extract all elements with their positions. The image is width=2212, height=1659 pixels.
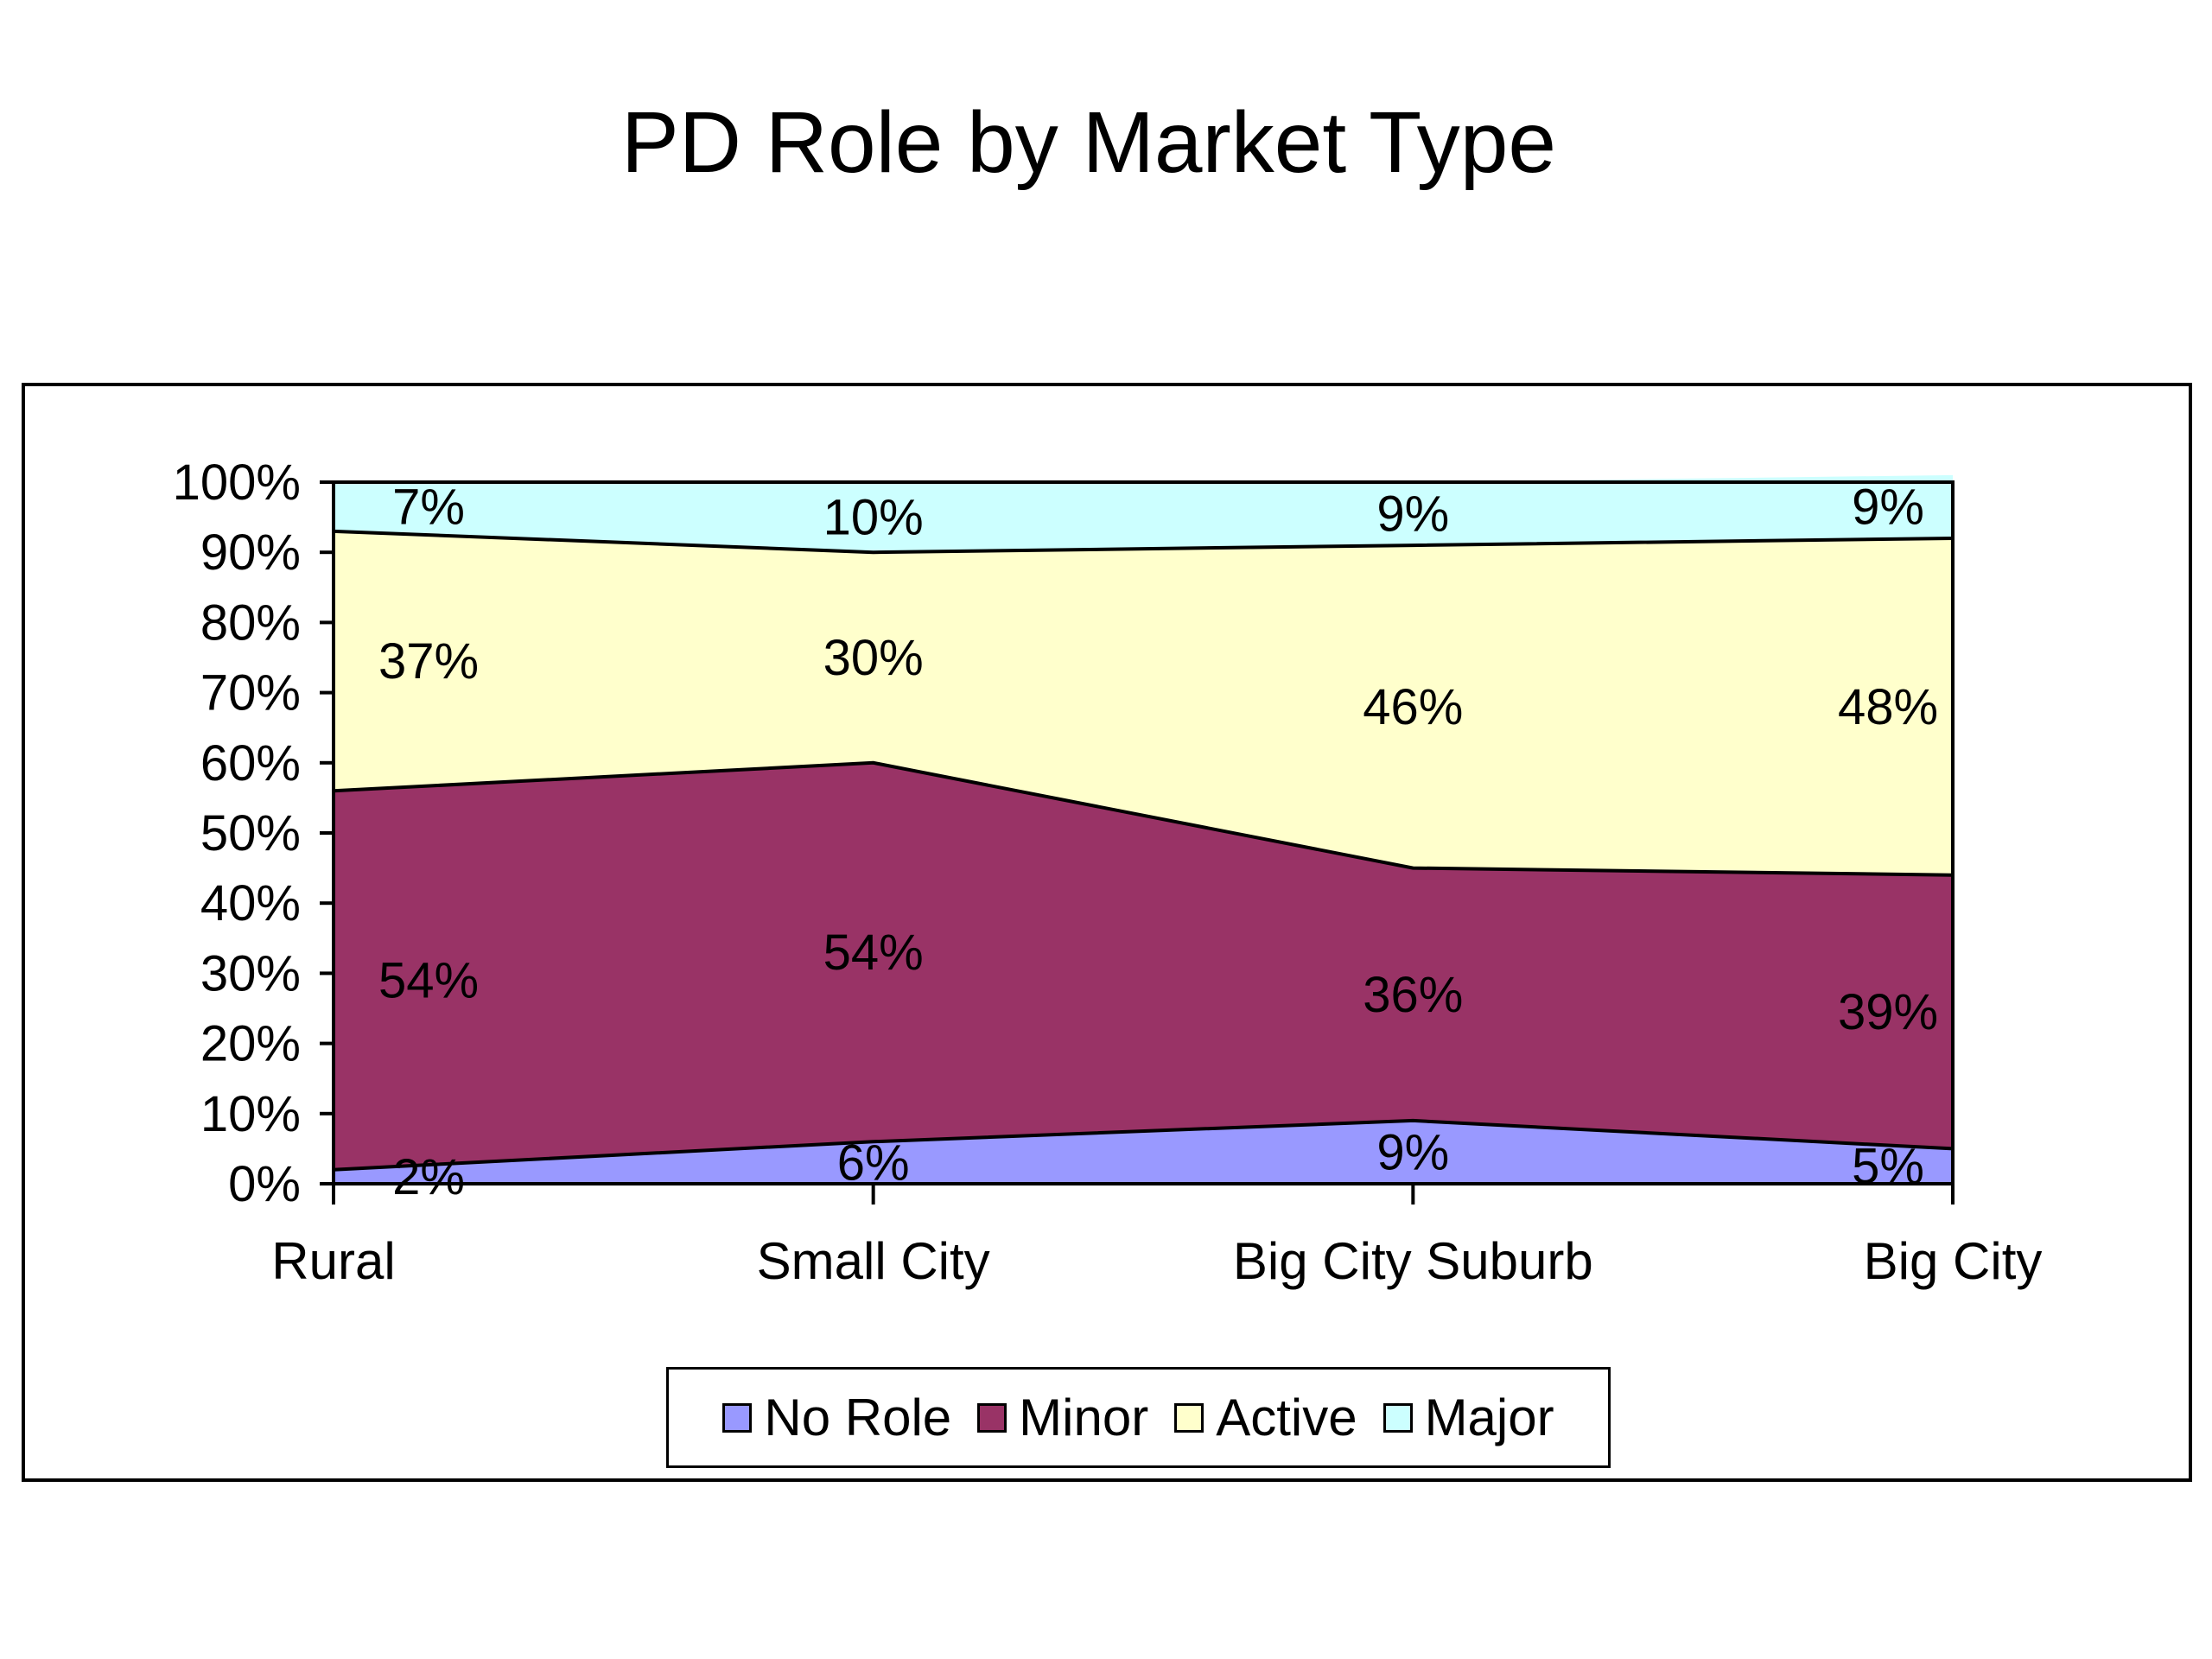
series-boundary-line bbox=[333, 760, 1954, 877]
data-label: 37% bbox=[378, 633, 479, 690]
y-tick-label: 70% bbox=[200, 665, 301, 721]
y-tick-label: 60% bbox=[200, 735, 301, 791]
y-tick-label: 20% bbox=[200, 1016, 301, 1072]
x-tick-label: Rural bbox=[271, 1232, 395, 1290]
data-label: 46% bbox=[1363, 679, 1463, 735]
y-tick-label: 0% bbox=[228, 1156, 301, 1212]
data-label: 36% bbox=[1363, 967, 1463, 1023]
legend-item: Major bbox=[1382, 1388, 1554, 1447]
data-label: 9% bbox=[1376, 486, 1449, 543]
area-no-role bbox=[334, 1120, 1953, 1184]
data-label: 7% bbox=[392, 479, 465, 535]
legend-label: Active bbox=[1216, 1389, 1357, 1446]
y-tick-label: 80% bbox=[200, 594, 301, 651]
data-label: 30% bbox=[823, 630, 924, 686]
y-tick-label: 40% bbox=[200, 875, 301, 931]
y-tick-label: 30% bbox=[200, 945, 301, 1001]
legend-item: Minor bbox=[977, 1388, 1148, 1447]
legend-item: Active bbox=[1174, 1388, 1357, 1447]
legend-item: No Role bbox=[722, 1388, 951, 1447]
data-label: 10% bbox=[823, 490, 924, 546]
data-label: 9% bbox=[1376, 1124, 1449, 1180]
data-label: 39% bbox=[1838, 984, 1938, 1040]
x-tick-label: Big City Suburb bbox=[1233, 1232, 1593, 1290]
legend-swatch bbox=[722, 1402, 753, 1433]
area-minor bbox=[334, 762, 1953, 1170]
data-label: 2% bbox=[392, 1149, 465, 1205]
data-label: 48% bbox=[1838, 679, 1938, 735]
y-tick-label: 90% bbox=[200, 524, 301, 581]
chart-title: PD Role by Market Type bbox=[621, 94, 1556, 191]
data-label: 54% bbox=[823, 925, 924, 981]
data-label: 6% bbox=[837, 1135, 910, 1192]
series-boundary-line bbox=[333, 529, 1954, 555]
y-tick-label: 100% bbox=[173, 454, 301, 511]
area-active bbox=[334, 531, 1953, 875]
legend: No Role Minor Active Major bbox=[666, 1367, 1611, 1468]
data-label: 5% bbox=[1852, 1139, 1924, 1195]
legend-swatch bbox=[977, 1402, 1007, 1433]
legend-swatch bbox=[1174, 1402, 1205, 1433]
y-tick-label: 50% bbox=[200, 805, 301, 861]
data-label: 9% bbox=[1852, 479, 1924, 535]
legend-swatch bbox=[1382, 1402, 1413, 1433]
legend-label: Major bbox=[1424, 1389, 1554, 1446]
series-boundary-line bbox=[333, 1118, 1954, 1172]
data-label: 54% bbox=[378, 953, 479, 1009]
area-major bbox=[334, 474, 1953, 553]
legend-label: Minor bbox=[1019, 1389, 1149, 1446]
x-tick-label: Big City bbox=[1864, 1232, 2043, 1290]
x-tick-label: Small City bbox=[757, 1232, 990, 1290]
legend-label: No Role bbox=[764, 1389, 952, 1446]
y-tick-label: 10% bbox=[200, 1086, 301, 1142]
